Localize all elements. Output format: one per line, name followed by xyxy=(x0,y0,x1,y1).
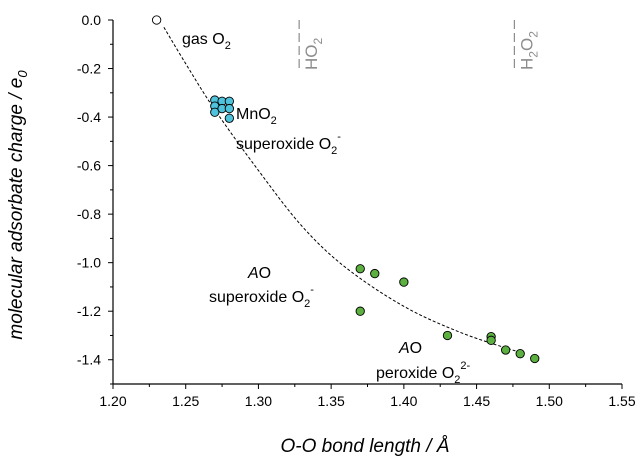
annotation-gas-o2: gas O2 xyxy=(182,31,231,52)
data-point xyxy=(501,345,511,355)
x-tick-label: 1.30 xyxy=(245,393,272,409)
data-point xyxy=(224,113,234,123)
x-axis-title: O-O bond length / Å xyxy=(281,436,450,457)
x-tick-label: 1.40 xyxy=(390,393,417,409)
y-axis-title-subscript: 0 xyxy=(15,70,30,78)
y-tick-label: -0.6 xyxy=(77,158,101,174)
data-point xyxy=(151,15,162,25)
annotation-mno2: MnO2 xyxy=(236,106,277,127)
y-tick-label: -0.4 xyxy=(77,109,101,125)
reference-lines: HO2 H2O2 xyxy=(298,20,540,70)
y-axis-title: molecular adsorbate charge / e0 xyxy=(6,70,30,340)
y-tick-label: -1.0 xyxy=(77,255,101,271)
x-tick-label: 1.45 xyxy=(463,393,490,409)
data-point xyxy=(515,349,525,359)
data-point xyxy=(224,103,234,114)
trend-curve xyxy=(163,27,521,353)
annotation-ao-peroxide: peroxide O22- xyxy=(376,360,471,386)
data-point xyxy=(486,335,496,345)
x-tick-label: 1.20 xyxy=(99,393,126,409)
x-tick-label: 1.50 xyxy=(536,393,563,409)
reference-line-label: H2O2 xyxy=(517,31,540,70)
annotation-ao-superoxide-title: AO xyxy=(247,265,271,282)
data-point xyxy=(530,353,540,364)
data-point xyxy=(355,264,365,274)
annotation-mno2-superoxide: superoxide O2- xyxy=(236,131,341,157)
y-tick-label: -0.2 xyxy=(77,61,101,77)
data-point xyxy=(355,306,365,316)
y-tick-label: -0.8 xyxy=(77,206,101,222)
reference-line-label: HO2 xyxy=(302,37,325,70)
data-points xyxy=(151,15,540,364)
data-point xyxy=(399,277,409,287)
x-tick-label: 1.25 xyxy=(172,393,199,409)
x-tick-label: 1.55 xyxy=(608,393,635,409)
x-tick-label: 1.35 xyxy=(318,393,345,409)
data-point xyxy=(442,330,453,341)
annotation-ao-peroxide-title: AO xyxy=(398,340,422,357)
data-point xyxy=(210,107,220,117)
y-tick-label: -1.2 xyxy=(77,303,101,319)
y-tick-label: 0.0 xyxy=(82,12,102,28)
annotation-ao-superoxide: superoxide O2- xyxy=(209,284,314,310)
data-point xyxy=(370,268,380,279)
axis-ticks: 1.20 1.25 1.30 1.35 1.40 1.45 1.50 1.55 0.0 -0.2 -… xyxy=(77,12,636,409)
y-tick-label: -1.4 xyxy=(77,352,101,368)
